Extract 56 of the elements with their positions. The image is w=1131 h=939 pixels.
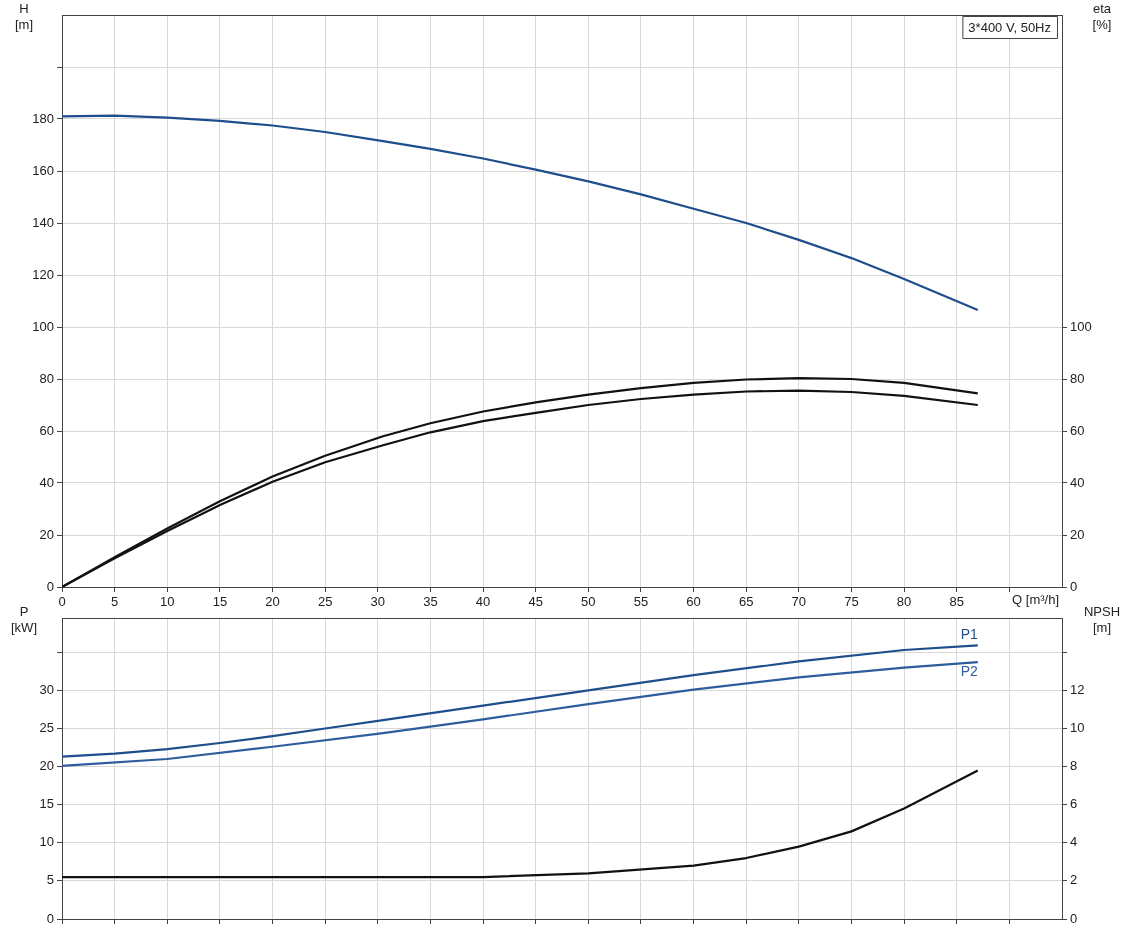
y2-tick-label: 8	[1070, 758, 1078, 774]
x-axis-title: Q [m³/h]	[1012, 592, 1059, 608]
y-tick-label: 5	[46, 872, 54, 888]
x-tick-label: 60	[686, 594, 701, 610]
y-tick-label: 20	[39, 758, 54, 774]
x-tick-label: 10	[160, 594, 175, 610]
y-tick-label: 100	[32, 318, 54, 334]
chart-title: 3*400 V, 50Hz	[968, 19, 1051, 35]
x-tick-label: 35	[423, 594, 438, 610]
y2-tick-label: 0	[1070, 910, 1078, 926]
x-tick-label: 40	[475, 594, 491, 610]
y-tick-label: 160	[32, 162, 54, 178]
x-tick-label: 20	[265, 594, 280, 610]
y-tick-label: 20	[39, 526, 54, 542]
y2-tick-label: 12	[1070, 681, 1085, 697]
y2-tick-label: 100	[1070, 318, 1092, 334]
x-tick-label: 30	[370, 594, 386, 610]
y-tick-label: 0	[46, 578, 54, 594]
y-tick-label: 60	[39, 422, 54, 438]
y-tick-label: 10	[39, 834, 54, 850]
x-tick-label: 0	[58, 594, 66, 610]
y-tick-label: 80	[39, 370, 54, 386]
x-tick-label: 45	[528, 594, 543, 610]
y2-tick-label: 2	[1070, 872, 1078, 888]
x-tick-label: 50	[581, 594, 596, 610]
y2-tick-label: 4	[1070, 834, 1078, 850]
y-tick-label: 40	[39, 474, 54, 490]
series-label: P2	[960, 663, 978, 680]
y2-axis-title: eta [%]	[1092, 1, 1112, 33]
y2-tick-label: 0	[1070, 578, 1078, 594]
x-tick-label: 5	[111, 594, 119, 610]
y-tick-label: 140	[32, 214, 54, 230]
x-tick-label: 80	[896, 594, 912, 610]
y-axis-title: P [kW]	[11, 604, 37, 636]
y2-tick-label: 40	[1070, 474, 1085, 490]
y-tick-label: 180	[32, 110, 54, 126]
x-tick-label: 55	[633, 594, 649, 610]
y2-axis-title: NPSH [m]	[1083, 604, 1121, 636]
y-tick-label: 25	[39, 720, 54, 736]
y-tick-label: 15	[39, 796, 54, 812]
y2-tick-label: 6	[1070, 796, 1078, 812]
x-tick-label: 65	[738, 594, 754, 610]
series-label: P1	[960, 626, 978, 643]
y2-tick-label: 20	[1070, 526, 1085, 542]
x-tick-label: 70	[791, 594, 807, 610]
y2-tick-label: 60	[1070, 422, 1085, 438]
y-axis-title: H [m]	[14, 1, 34, 33]
x-tick-label: 25	[317, 594, 333, 610]
x-tick-label: 75	[844, 594, 859, 610]
x-tick-label: 85	[949, 594, 964, 610]
y-tick-label: 0	[46, 910, 54, 926]
y-tick-label: 30	[39, 681, 54, 697]
y-tick-label: 120	[32, 266, 54, 282]
y2-tick-label: 10	[1070, 720, 1085, 736]
x-tick-label: 15	[212, 594, 228, 610]
y2-tick-label: 80	[1070, 370, 1085, 386]
